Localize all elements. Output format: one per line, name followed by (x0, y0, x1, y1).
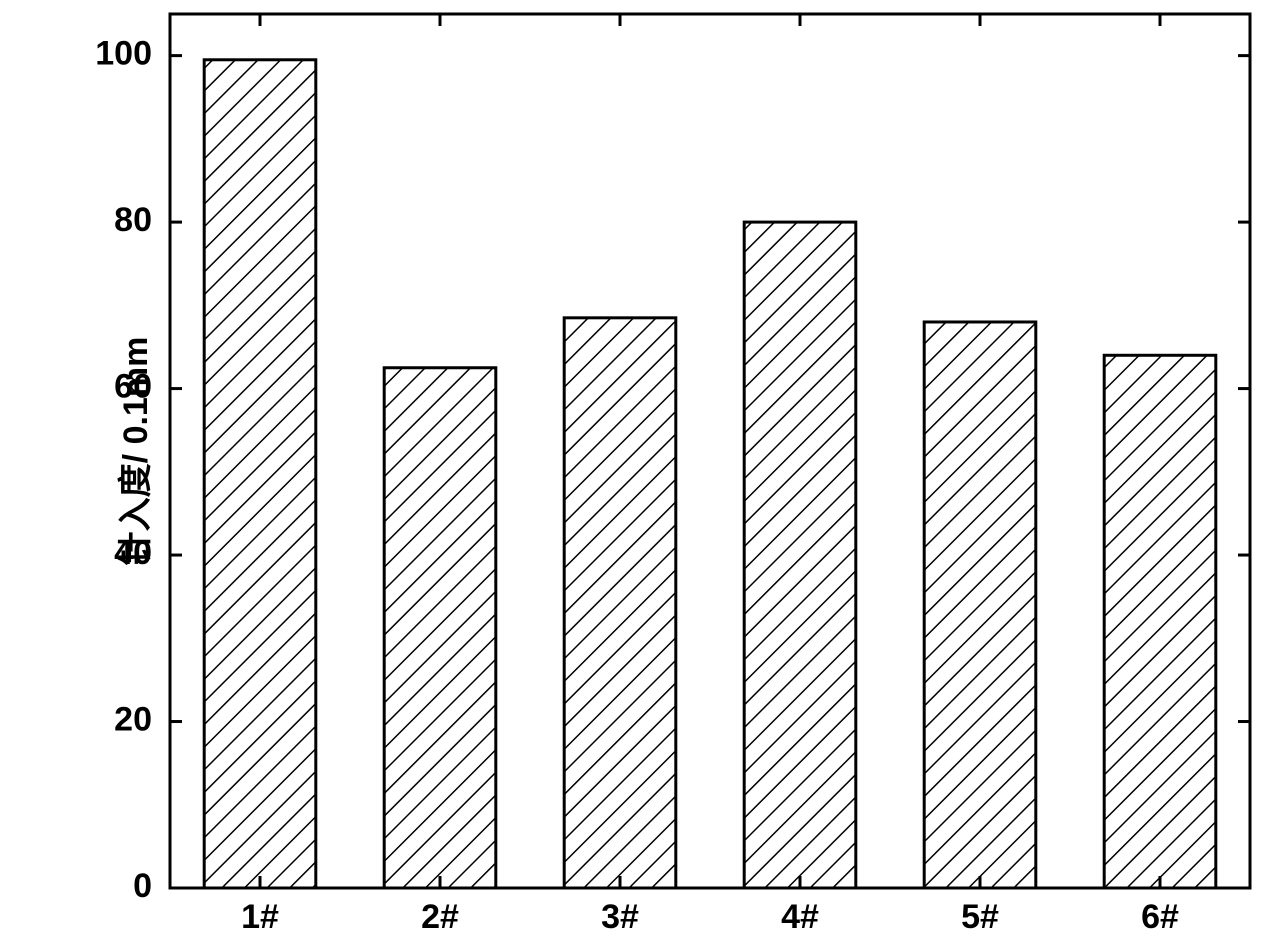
y-tick-label: 0 (133, 867, 152, 905)
bar (924, 322, 1036, 888)
bar-chart: 0204060801001#2#3#4#5#6# (0, 0, 1264, 952)
y-tick-label: 20 (114, 701, 152, 739)
y-tick-label: 100 (95, 35, 152, 73)
x-tick-label: 1# (241, 898, 279, 936)
bar (564, 318, 676, 888)
chart-container: 针入度/ 0.1mm 0204060801001#2#3#4#5#6# (0, 0, 1264, 952)
x-tick-label: 5# (961, 898, 999, 936)
bar (1104, 355, 1216, 888)
x-tick-label: 3# (601, 898, 639, 936)
x-tick-label: 4# (781, 898, 819, 936)
y-axis-label: 针入度/ 0.1mm (108, 337, 157, 566)
bar (204, 60, 316, 888)
bar (744, 222, 856, 888)
bar (384, 368, 496, 888)
y-tick-label: 80 (114, 201, 152, 239)
x-tick-label: 2# (421, 898, 459, 936)
x-tick-label: 6# (1141, 898, 1179, 936)
